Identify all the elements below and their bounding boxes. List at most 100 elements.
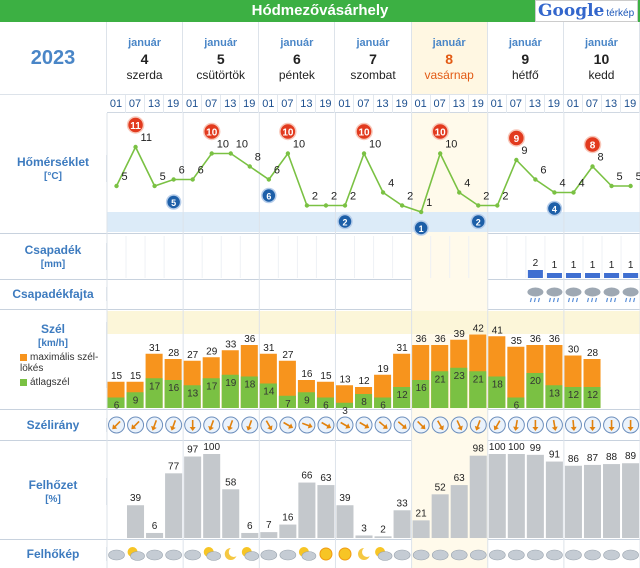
wind-arrow-head	[151, 425, 157, 431]
temperature-point	[476, 203, 481, 208]
day-month: január	[508, 37, 542, 49]
hour-label: 01	[488, 95, 507, 113]
avg-wind-bar	[126, 392, 144, 408]
wind-arrow-head	[457, 425, 463, 431]
avg-wind-value: 6	[323, 401, 329, 412]
wind-arrow-head	[227, 425, 233, 431]
wind-direction-icon	[165, 416, 183, 434]
temperature-point	[628, 183, 633, 189]
winddir-label: Szélirány	[26, 418, 80, 432]
moon-shadow	[362, 547, 373, 557]
temperature-point	[228, 151, 233, 156]
sky-icon	[603, 549, 620, 561]
avg-wind-value: 8	[361, 397, 367, 408]
wind-arrow-icon	[608, 420, 615, 431]
temperature-point	[190, 177, 195, 182]
cloud-value: 77	[168, 461, 180, 472]
cloud-icon	[412, 549, 430, 561]
sky-icon	[622, 549, 639, 561]
cloud-bar	[603, 464, 621, 538]
cold-band	[107, 212, 640, 232]
gust-value: 28	[587, 348, 599, 359]
temperature-point	[209, 151, 214, 156]
cloud-bar	[412, 520, 430, 538]
avg-wind-bar	[564, 387, 582, 408]
temperature-point	[266, 177, 272, 182]
wind-direction-icon	[450, 416, 468, 434]
rain-icon	[622, 287, 639, 303]
max-temp-badge-label: 10	[206, 128, 218, 139]
avg-wind-bar	[183, 385, 201, 408]
gust-value: 15	[111, 371, 123, 382]
cloud-bar	[222, 489, 240, 538]
wind-direction-icon	[431, 416, 449, 434]
row-separator	[0, 409, 640, 410]
wind-arrow-head	[345, 423, 351, 429]
cloud-icon	[450, 549, 468, 561]
temperature-point	[552, 190, 557, 195]
temperature-point	[133, 144, 138, 150]
hour-label: 19	[469, 95, 488, 113]
sky-icon	[358, 547, 373, 560]
hour-label: 19	[164, 95, 184, 113]
gust-legend-text: maximális szél­lökés	[20, 352, 99, 374]
google-logo: Google	[538, 1, 605, 21]
wind-arrow-icon	[112, 420, 121, 430]
max-temp-badge-label: 10	[435, 128, 447, 139]
gust-value: 30	[568, 345, 580, 356]
avg-wind-value: 12	[587, 390, 599, 401]
cloud-value: 87	[587, 453, 599, 464]
avg-wind-value: 23	[454, 371, 466, 382]
wind-arrow-head	[112, 424, 118, 430]
sky-icon	[241, 547, 260, 561]
avg-wind-bar	[221, 374, 239, 408]
sky-icon	[489, 549, 506, 561]
cloud-value: 100	[203, 442, 220, 453]
cloud-value: 88	[606, 452, 618, 463]
gust-bar	[335, 385, 354, 408]
wind-arrow-icon	[321, 421, 332, 429]
wind-direction-icon	[488, 416, 506, 434]
wind-arrow-icon	[589, 420, 596, 431]
temperature-point	[438, 151, 443, 156]
avg-wind-value: 20	[530, 376, 542, 387]
hour-label: 19	[240, 95, 260, 113]
temperature-label: Hőmérséklet	[16, 155, 90, 169]
sky-icon	[279, 549, 297, 561]
rain-drop-icon	[567, 297, 571, 303]
wind-direction-icon	[146, 416, 164, 434]
sun-icon	[319, 547, 333, 561]
cloud-bar	[355, 535, 373, 538]
rain-cloud-icon	[584, 287, 601, 297]
sky-icon	[165, 549, 182, 561]
hour-label: 13	[526, 95, 545, 113]
gust-value: 39	[454, 329, 466, 340]
avg-wind-bar	[145, 378, 163, 408]
day-number: 9	[521, 51, 530, 67]
row-separator	[0, 440, 640, 441]
rain-drop-icon	[548, 297, 552, 303]
rain-drop-icon	[594, 297, 598, 303]
avg-wind-value: 12	[568, 390, 580, 401]
day-month: január	[584, 37, 618, 49]
temperature-label: 4	[578, 178, 584, 190]
wind-direction-icon	[108, 416, 126, 434]
wind-direction-icon	[469, 416, 487, 434]
avg-wind-value: 19	[225, 378, 237, 389]
cloud-value: 39	[339, 493, 351, 504]
min-temp-badge-label: 4	[552, 205, 557, 215]
temperature-point	[418, 209, 424, 215]
temperature-label: 11	[141, 132, 152, 144]
gust-value: 15	[320, 371, 332, 382]
avg-wind-value: 9	[133, 395, 139, 406]
cloudicon-label: Felhőkép	[26, 547, 80, 561]
rain-drop-icon	[633, 297, 636, 303]
google-map-button[interactable]: Google térkép	[535, 0, 638, 22]
cloud-value: 98	[473, 444, 485, 455]
moon-shadow	[228, 547, 239, 557]
gust-value: 15	[130, 371, 142, 382]
day-month: január	[280, 37, 314, 49]
wind-direction-icon	[374, 416, 392, 434]
day-month: január	[204, 37, 238, 49]
